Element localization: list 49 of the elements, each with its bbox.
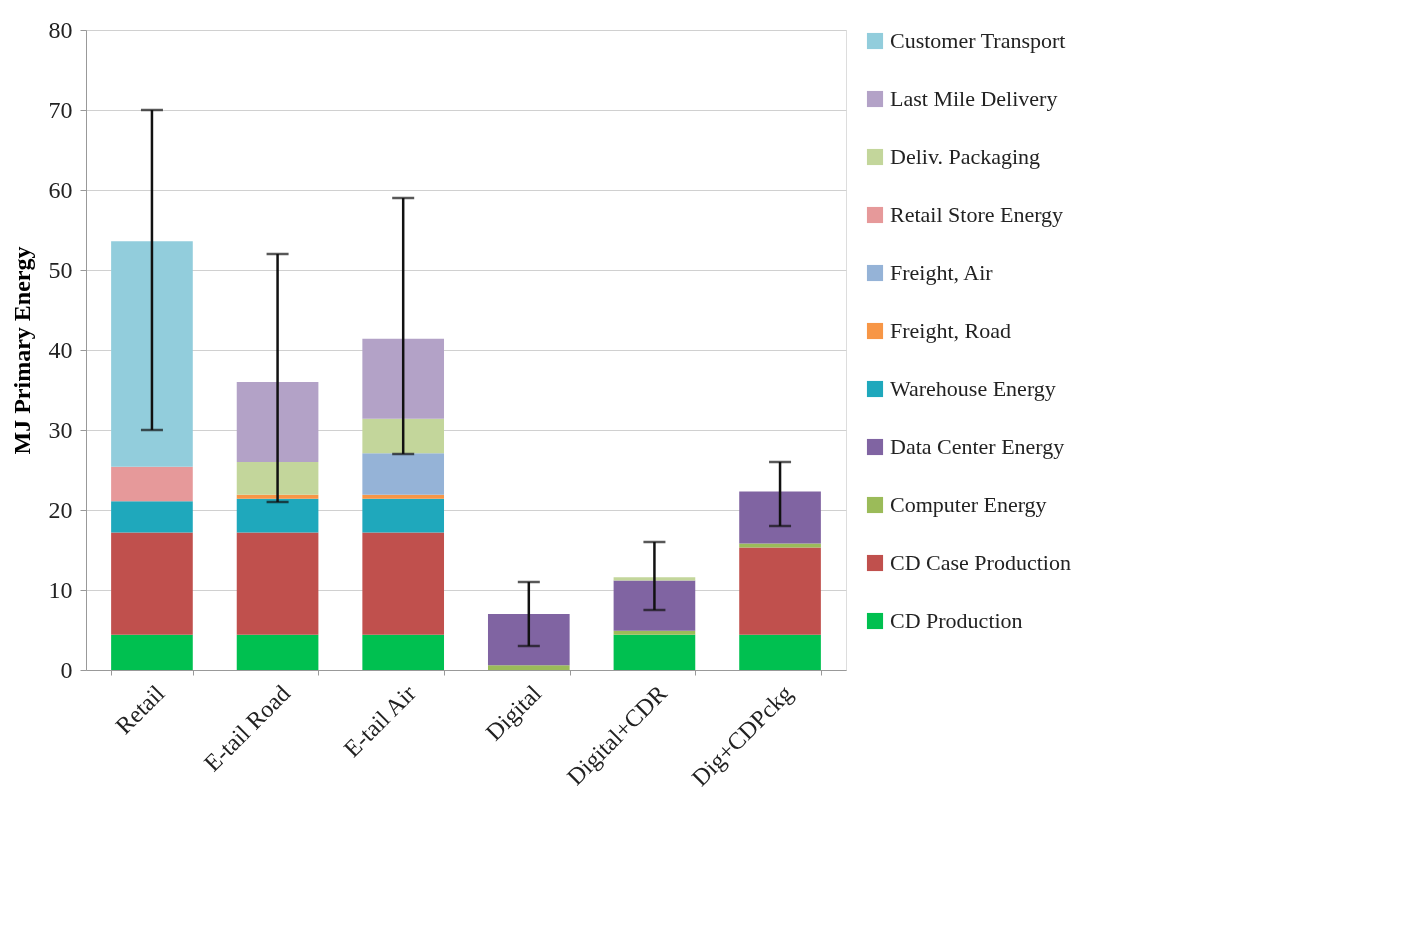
y-tick-label: 10 — [48, 576, 73, 603]
bar — [362, 634, 445, 670]
bar — [613, 580, 696, 631]
bar — [236, 494, 319, 499]
y-tick-label: 40 — [48, 336, 73, 363]
bar — [613, 630, 696, 635]
bar — [111, 532, 193, 635]
bar — [362, 338, 445, 419]
legend-label: Freight, Air — [890, 260, 994, 285]
bar — [362, 453, 445, 495]
bar — [236, 634, 319, 670]
bar — [739, 547, 821, 635]
legend-label: Data Center Energy — [890, 434, 1065, 459]
legend-label: CD Production — [890, 608, 1023, 633]
legend-label: Warehouse Energy — [890, 376, 1056, 401]
bar — [487, 665, 570, 670]
bar — [739, 543, 821, 548]
bar — [236, 498, 319, 533]
bar — [362, 498, 445, 533]
y-tick-label: 20 — [48, 496, 73, 523]
legend-label: CD Case Production — [890, 550, 1071, 575]
y-axis-title: MJ Primary Energy — [8, 246, 35, 455]
y-tick-label: 30 — [48, 416, 73, 443]
bar — [613, 634, 696, 670]
legend-label: Last Mile Delivery — [890, 86, 1058, 111]
bar — [362, 532, 445, 635]
bar — [111, 634, 193, 670]
y-tick-label: 50 — [48, 256, 73, 283]
bar — [111, 466, 193, 502]
bar — [362, 418, 445, 454]
y-tick-label: 60 — [48, 176, 73, 203]
legend-label: Deliv. Packaging — [890, 144, 1041, 169]
bar — [111, 241, 193, 467]
y-tick-label: 80 — [48, 16, 73, 43]
bar — [236, 462, 319, 495]
bar — [613, 577, 696, 581]
y-tick-label: 0 — [60, 656, 73, 683]
bar — [236, 532, 319, 635]
bar — [739, 491, 821, 544]
bar — [739, 634, 821, 670]
bar — [487, 614, 570, 666]
legend-label: Customer Transport — [890, 28, 1066, 53]
bar — [236, 382, 319, 462]
bar — [362, 494, 445, 499]
legend-label: Freight, Road — [890, 318, 1011, 343]
legend-label: Computer Energy — [890, 492, 1047, 517]
legend-label: Retail Store Energy — [890, 202, 1064, 227]
bar — [111, 501, 193, 533]
y-tick-label: 70 — [48, 96, 73, 123]
